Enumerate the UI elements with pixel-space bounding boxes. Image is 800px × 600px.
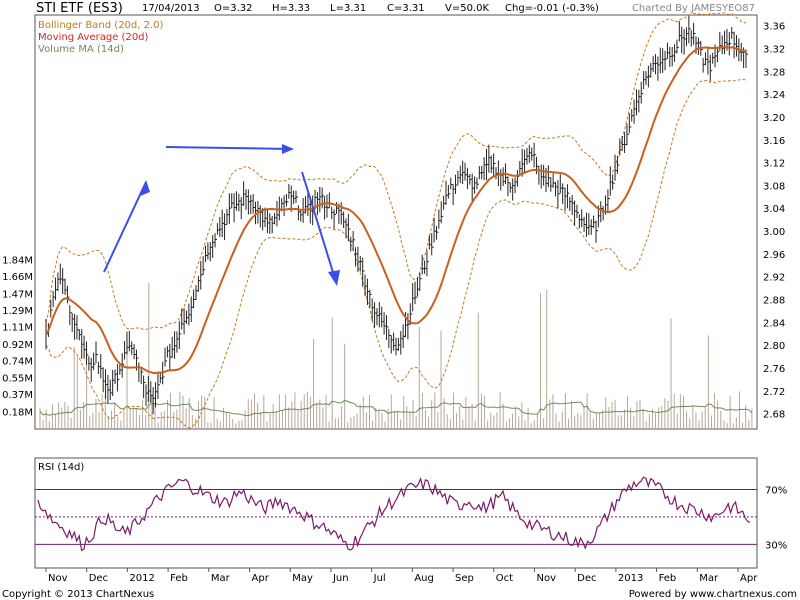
price-tick-label: 2.88 bbox=[763, 296, 785, 307]
price-tick-label: 3.24 bbox=[763, 90, 785, 101]
header-volume: V=50.0K bbox=[445, 3, 489, 14]
x-tick-label: Aug bbox=[414, 573, 434, 584]
footer-copyright: Copyright © 2013 ChartNexus bbox=[2, 589, 154, 600]
price-tick-label: 3.36 bbox=[763, 22, 785, 33]
price-tick-label: 2.96 bbox=[763, 250, 785, 261]
volume-tick-label: 1.11M bbox=[2, 322, 33, 333]
price-tick-label: 3.32 bbox=[763, 45, 785, 56]
x-tick-label: Sep bbox=[455, 573, 474, 584]
x-tick-label: Apr bbox=[740, 573, 758, 584]
volume-tick-label: 1.84M bbox=[2, 256, 33, 267]
moving-average-line bbox=[45, 45, 747, 375]
volume-tick-label: 0.55M bbox=[2, 374, 33, 385]
rsi-panel-frame bbox=[34, 457, 758, 569]
header-date: 17/04/2013 bbox=[142, 3, 200, 14]
x-tick-label: Jun bbox=[332, 573, 349, 584]
volume-tick-label: 0.92M bbox=[2, 340, 33, 351]
x-tick-label: Dec bbox=[89, 573, 108, 584]
chart-title: STI ETF (ES3) bbox=[36, 1, 123, 16]
x-tick-label: 2013 bbox=[618, 573, 643, 584]
legend-bollinger: Bollinger Band (20d, 2.0) bbox=[38, 20, 164, 31]
price-tick-label: 3.16 bbox=[763, 136, 785, 147]
bollinger-upper-band bbox=[45, 12, 747, 331]
arrow-up bbox=[103, 181, 147, 273]
x-tick-label: Apr bbox=[252, 573, 270, 584]
bollinger-lower-band bbox=[45, 78, 747, 429]
header-change: Chg=-0.01 (-0.3%) bbox=[505, 3, 599, 14]
volume-tick-label: 0.37M bbox=[2, 390, 33, 401]
trend-arrows bbox=[103, 144, 340, 286]
arrow-up-head bbox=[140, 180, 150, 196]
volume-tick-label: 0.18M bbox=[2, 408, 33, 419]
header-low: L=3.31 bbox=[330, 3, 366, 14]
arrow-right-head bbox=[282, 144, 294, 154]
price-tick-label: 3.04 bbox=[763, 204, 785, 215]
volume-tick-label: 1.66M bbox=[2, 272, 33, 283]
rsi-label: RSI (14d) bbox=[38, 462, 84, 473]
price-tick-label: 2.84 bbox=[763, 318, 785, 329]
volume-tick-label: 1.47M bbox=[2, 289, 33, 300]
arrow-down-head bbox=[328, 270, 340, 286]
x-tick-label: May bbox=[292, 573, 313, 584]
volume-bars bbox=[39, 283, 753, 428]
x-tick-label: Jul bbox=[373, 573, 386, 584]
x-tick-label: Mar bbox=[211, 573, 231, 584]
volume-axis-ticks: 1.84M 1.66M 1.47M 1.29M 1.11M 0.92M 0.74M 0.55M… bbox=[2, 256, 33, 419]
price-tick-label: 3.28 bbox=[763, 67, 785, 78]
x-tick-label: Dec bbox=[577, 573, 596, 584]
price-axis-ticks: 3.36 3.32 3.28 3.24 3.20 3.16 3.12 3.08 3.04 3.00… bbox=[763, 22, 785, 421]
x-tick-label: 2012 bbox=[129, 573, 154, 584]
rsi-axis-ticks: 70% 30% bbox=[765, 485, 787, 551]
x-tick-label: Feb bbox=[170, 573, 188, 584]
price-tick-label: 2.68 bbox=[763, 410, 785, 421]
x-tick-label: Mar bbox=[699, 573, 719, 584]
arrow-right bbox=[165, 146, 291, 150]
chart-credit: Charted By JAMESYEO87 bbox=[632, 3, 755, 14]
legend-volume-ma: Volume MA (14d) bbox=[38, 44, 124, 55]
rsi-tick-label: 30% bbox=[765, 540, 787, 551]
header-high: H=3.33 bbox=[272, 3, 310, 14]
rsi-line bbox=[37, 476, 751, 552]
volume-ma-line bbox=[39, 399, 753, 417]
header-close: C=3.31 bbox=[387, 3, 425, 14]
rsi-tick-label: 70% bbox=[765, 485, 787, 496]
volume-tick-label: 1.29M bbox=[2, 306, 33, 317]
footer-powered: Powered by www.chartnexus.com bbox=[629, 589, 797, 600]
arrow-down bbox=[301, 171, 337, 283]
price-tick-label: 3.20 bbox=[763, 113, 785, 124]
header-open: O=3.32 bbox=[214, 3, 253, 14]
price-tick-label: 2.92 bbox=[763, 273, 785, 284]
legend-moving-average: Moving Average (20d) bbox=[38, 32, 149, 43]
price-tick-label: 2.80 bbox=[763, 341, 785, 352]
volume-tick-label: 0.74M bbox=[2, 356, 33, 367]
x-tick-label: Oct bbox=[496, 573, 513, 584]
price-tick-label: 3.00 bbox=[763, 227, 785, 238]
price-tick-label: 2.76 bbox=[763, 364, 785, 375]
price-tick-label: 2.72 bbox=[763, 387, 785, 398]
price-tick-label: 3.12 bbox=[763, 159, 785, 170]
x-axis-ticks: Nov Dec 2012 Feb Mar Apr May Jun Jul Aug Sep Oct Nov… bbox=[45, 568, 758, 584]
x-tick-label: Nov bbox=[48, 573, 68, 584]
x-tick-label: Feb bbox=[659, 573, 677, 584]
x-tick-label: Nov bbox=[536, 573, 556, 584]
price-tick-label: 3.08 bbox=[763, 181, 785, 192]
